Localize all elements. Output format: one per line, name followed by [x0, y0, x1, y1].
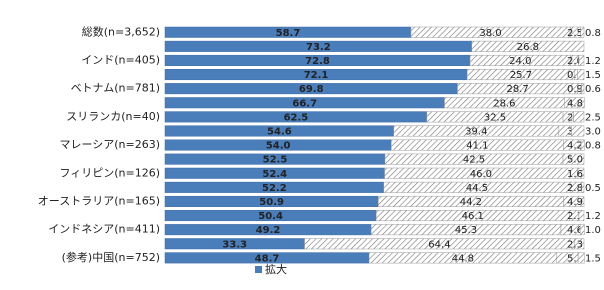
bar-segment [564, 97, 585, 109]
value-label: 24.0 [509, 56, 531, 67]
legend-label: 拡大 [265, 262, 287, 276]
value-label: 0.7 [567, 70, 583, 81]
value-label: 72.8 [305, 56, 330, 67]
value-label: 38.0 [479, 28, 501, 39]
value-label: 54.6 [267, 126, 292, 137]
bar-segment [581, 181, 585, 193]
value-label: 39.4 [465, 126, 487, 137]
value-label: 4.9 [567, 197, 583, 208]
bar-segment [563, 195, 585, 207]
value-label: 45.3 [455, 225, 477, 236]
bar-segment [581, 83, 585, 95]
category-label: フィリピン(n=126) [59, 166, 160, 179]
bar-segment [580, 26, 585, 38]
value-label: 66.7 [292, 98, 317, 109]
category-label: (参考)中国(n=752) [62, 250, 160, 264]
value-label: 4.6 [567, 225, 583, 236]
value-label: 44.2 [460, 197, 482, 208]
value-label: 54.0 [266, 141, 291, 152]
category-label: オーストラリア(n=165) [38, 194, 160, 207]
value-label: 4.2 [567, 141, 583, 152]
value-label: 0.8 [585, 141, 601, 152]
bar-segment [578, 54, 585, 66]
value-label: 58.7 [276, 28, 301, 39]
value-label: 33.3 [222, 239, 247, 250]
value-label: 52.2 [262, 183, 287, 194]
value-label: 1.0 [585, 225, 601, 236]
value-label: 28.7 [506, 84, 528, 95]
value-label: 4.8 [567, 98, 583, 109]
value-label: 1.5 [585, 253, 601, 264]
value-label: 50.9 [259, 197, 284, 208]
value-label: 1.2 [585, 56, 601, 67]
category-label: ベトナム(n=781) [71, 82, 160, 95]
bar-segment [579, 224, 585, 236]
value-label: 2.5 [585, 112, 601, 123]
value-label: 64.4 [428, 239, 450, 250]
value-label: 2.0 [567, 56, 583, 67]
bar-segment [578, 210, 585, 222]
value-label: 44.8 [452, 253, 474, 264]
value-label: 2.5 [567, 28, 583, 39]
value-label: 25.7 [510, 70, 532, 81]
bar-segment [580, 139, 585, 151]
value-label: 3.0 [585, 126, 601, 137]
value-label: 32.5 [484, 112, 506, 123]
category-label: インド(n=405) [81, 53, 160, 66]
value-label: 73.2 [306, 42, 331, 53]
category-label: インドネシア(n=411) [48, 223, 160, 236]
legend-swatch [255, 266, 262, 273]
value-label: 49.2 [256, 225, 281, 236]
category-label: マレーシア(n=263) [59, 138, 160, 151]
value-label: 52.5 [263, 155, 288, 166]
bar-segment [577, 252, 585, 264]
value-label: 0.8 [585, 28, 601, 39]
value-label: 69.8 [299, 84, 324, 95]
value-label: 1.5 [585, 70, 601, 81]
value-label: 5.0 [567, 155, 583, 166]
value-label: 1.6 [567, 169, 583, 180]
category-label: スリランカ(n=40) [66, 110, 160, 123]
value-label: 72.1 [304, 70, 329, 81]
value-label: 0.5 [585, 183, 601, 194]
value-label: 41.1 [466, 141, 488, 152]
value-label: 2.8 [567, 183, 583, 194]
value-label: 1.2 [585, 211, 601, 222]
bar-segment [471, 40, 585, 52]
value-label: 62.5 [284, 112, 309, 123]
bar-segment [577, 167, 585, 179]
value-label: 28.6 [493, 98, 515, 109]
value-label: 46.0 [470, 169, 492, 180]
value-label: 26.8 [517, 42, 539, 53]
value-label: 5.1 [567, 253, 583, 264]
value-label: 46.1 [462, 211, 484, 222]
value-label: 44.5 [466, 183, 488, 194]
bar-segment [577, 69, 585, 81]
bar-segment [574, 238, 585, 250]
value-label: 2.3 [567, 211, 583, 222]
value-label: 42.5 [463, 155, 485, 166]
value-label: 48.7 [255, 253, 280, 264]
bar-segment [573, 111, 585, 123]
value-label: 52.4 [262, 169, 287, 180]
value-label: 2.3 [567, 239, 583, 250]
value-label: 0.9 [567, 84, 583, 95]
bar-segment [562, 153, 585, 165]
value-label: 50.4 [258, 211, 283, 222]
category-label: 総数(n=3,652) [82, 24, 160, 38]
value-label: 0.6 [585, 84, 601, 95]
bar-segment [571, 125, 585, 137]
